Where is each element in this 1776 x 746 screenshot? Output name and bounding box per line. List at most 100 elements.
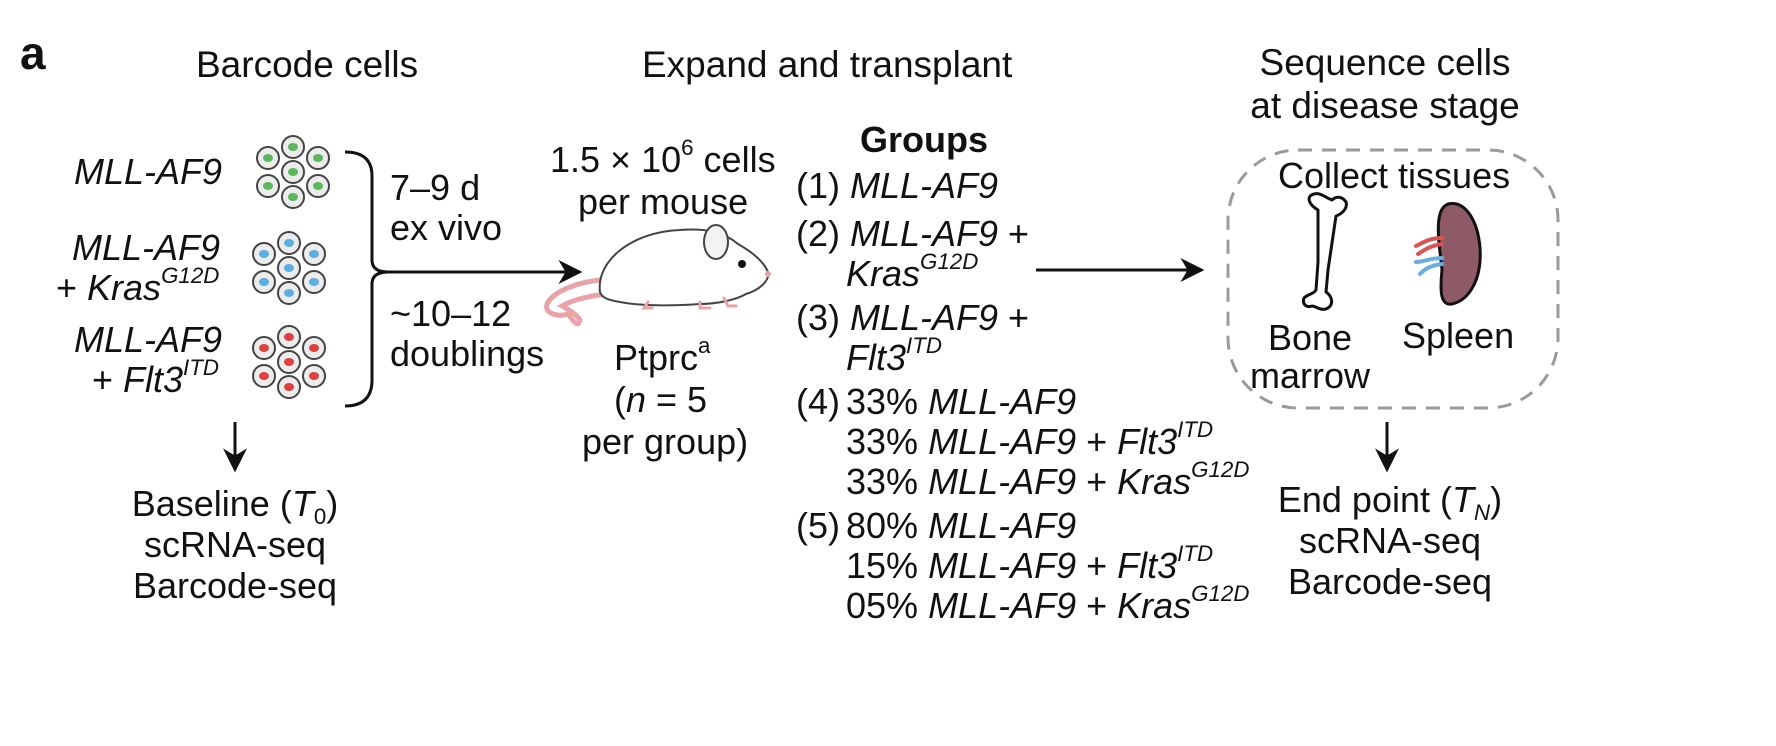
mouse-icon — [544, 224, 771, 327]
cell-cluster-2 — [252, 231, 326, 305]
dose-unit: cells — [693, 139, 776, 180]
bone-label: Bone — [1267, 317, 1353, 358]
mix-gene: Flt3 — [1117, 421, 1178, 462]
mix-gene: Kras — [1117, 585, 1192, 626]
culture-time: 7–9 d — [390, 167, 481, 208]
group-number: (1) — [796, 165, 850, 206]
baseline-block: Baseline (T0) scRNA-seq Barcode-seq — [120, 486, 350, 604]
gene-flt3: Flt3 — [846, 337, 907, 378]
plus-sign: + — [1076, 421, 1118, 462]
mix-allele: ITD — [1177, 541, 1214, 567]
paren-close: ) — [326, 483, 339, 524]
group-3-l2: Flt3ITD — [846, 335, 942, 378]
panel-letter: a — [20, 27, 46, 79]
mix-percent: 33% — [846, 461, 929, 502]
group-5-row-2: 15% MLL-AF9 + Flt3ITD — [846, 543, 1213, 586]
bone-marrow-label: Bone marrow — [1240, 320, 1380, 394]
group-size: (n = 5 — [614, 382, 707, 418]
tissue-box — [1226, 148, 1560, 410]
cell-barcode-dot — [288, 193, 298, 201]
spleen-icon — [1414, 202, 1482, 306]
strain-allele: a — [698, 333, 711, 359]
mix-gene: Flt3 — [1117, 545, 1178, 586]
cell-barcode-dot — [288, 168, 298, 176]
n-variable: n — [626, 379, 647, 420]
mix-gene: Kras — [1117, 461, 1192, 502]
n-value: = 5 — [646, 379, 708, 420]
mix-percent: 15% — [846, 545, 929, 586]
cell-barcode-dot — [309, 250, 319, 258]
dose-per-mouse: per mouse — [578, 181, 749, 222]
dose-value: 1.5 × 10 — [550, 139, 682, 180]
mix-allele: ITD — [1177, 417, 1214, 443]
endpoint-title: End point (TN) — [1270, 479, 1510, 524]
culture-exvivo: ex vivo — [390, 207, 503, 248]
plus-sign: + — [998, 297, 1030, 338]
mix-genotype: MLL-AF9 — [928, 461, 1077, 502]
endpoint-text: End point ( — [1277, 479, 1452, 520]
sequence-header-line2: at disease stage — [1250, 85, 1520, 126]
group-2-l1: (2) MLL-AF9 + — [796, 216, 1029, 252]
cell-barcode-dot — [284, 358, 294, 366]
plus-sign: + — [1076, 585, 1118, 626]
cell-barcode-dot — [288, 143, 298, 151]
allele-itd: ITD — [183, 355, 219, 381]
time-sub: N — [1474, 499, 1491, 525]
group-number: (3) — [796, 297, 850, 338]
time-var: T — [1452, 479, 1474, 520]
cell-barcode-dot — [263, 182, 273, 190]
endpoint-scrnaseq: scRNA-seq — [1298, 520, 1482, 561]
cell-barcode-dot — [259, 250, 269, 258]
mix-percent: 05% — [846, 585, 929, 626]
collect-tissues-title: Collect tissues — [1278, 155, 1511, 196]
gene-flt3: Flt3 — [123, 359, 184, 400]
group-3-l1: (3) MLL-AF9 + — [796, 300, 1029, 336]
sequence-header-line1: Sequence cells — [1259, 42, 1511, 83]
plus-sign: + — [92, 359, 124, 400]
sequence-cells-header: Sequence cells at disease stage — [1240, 44, 1530, 124]
cell-barcode-dot — [259, 344, 269, 352]
group-4-number: (4) — [796, 381, 840, 422]
group-4-row-1: 33% MLL-AF9 — [846, 384, 1076, 420]
cell-barcode-dot — [284, 333, 294, 341]
plus-sign: + — [1076, 461, 1118, 502]
culture-bracket — [344, 150, 389, 408]
mix-genotype: MLL-AF9 — [928, 545, 1077, 586]
cell-dose: 1.5 × 106 cells — [550, 137, 776, 180]
mix-genotype: MLL-AF9 — [928, 505, 1077, 546]
group-5-number: (5) — [796, 505, 840, 546]
cell-line-1-label: MLL-AF9 — [74, 151, 223, 192]
time-var: T — [291, 483, 314, 524]
cell-cluster-3 — [252, 325, 326, 399]
cell-barcode-dot — [263, 154, 273, 162]
baseline-title: Baseline (T0) — [120, 483, 350, 528]
cell-barcode-dot — [309, 278, 319, 286]
plus-sign: + — [56, 267, 88, 308]
cell-line-3-label-l2: + Flt3ITD — [92, 357, 219, 400]
group-number: (2) — [796, 213, 850, 254]
gene-kras: Kras — [846, 253, 921, 294]
cell-barcode-dot — [284, 383, 294, 391]
cell-barcode-dot — [284, 289, 294, 297]
cell-line-3-label-l1: MLL-AF9 — [74, 319, 223, 360]
mix-genotype: MLL-AF9 — [928, 585, 1077, 626]
cell-line-2-label-l1: MLL-AF9 — [72, 227, 221, 268]
group-4-row-3: 33% MLL-AF9 + KrasG12D — [846, 459, 1249, 502]
baseline-text: Baseline ( — [131, 483, 292, 524]
baseline-scrnaseq: scRNA-seq — [143, 524, 327, 565]
allele-g12d: G12D — [920, 249, 979, 275]
mix-genotype: MLL-AF9 — [928, 421, 1077, 462]
cell-barcode-dot — [284, 264, 294, 272]
group-2-l2: KrasG12D — [846, 251, 978, 294]
strain-name: Ptprc — [614, 337, 699, 378]
group-4-row-2: 33% MLL-AF9 + Flt3ITD — [846, 419, 1213, 462]
cell-barcode-dot — [313, 154, 323, 162]
culture-doublings-label: doublings — [390, 333, 545, 374]
per-group: per group) — [582, 421, 749, 462]
cell-barcode-dot — [313, 182, 323, 190]
paren-close: ) — [1490, 479, 1503, 520]
endpoint-barcodeseq: Barcode-seq — [1287, 561, 1493, 602]
group-genotype: MLL-AF9 — [850, 165, 999, 206]
cell-barcode-dot — [284, 239, 294, 247]
